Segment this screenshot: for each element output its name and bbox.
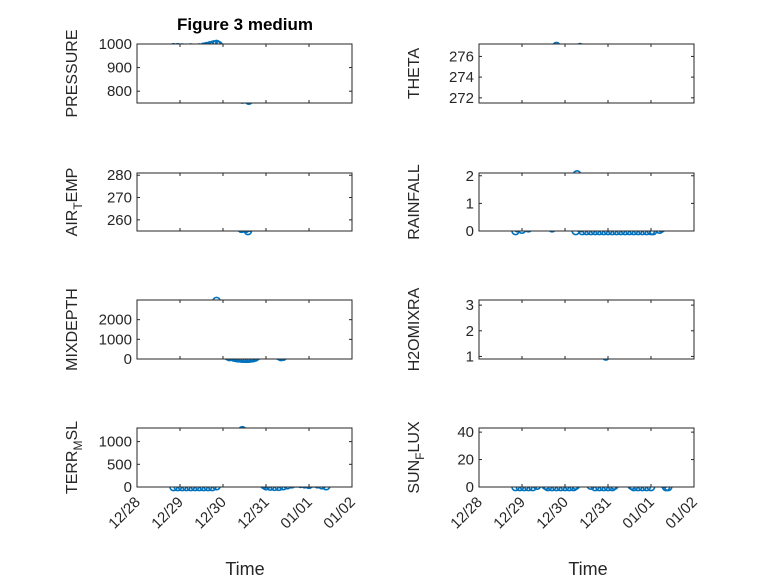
y-tick-label: 276 bbox=[449, 48, 474, 65]
axes-box-sun-flux bbox=[478, 427, 695, 488]
y-tick-label: 1000 bbox=[99, 331, 132, 348]
x-tick-label: 01/02 bbox=[320, 494, 359, 533]
y-tick-label: 900 bbox=[107, 60, 132, 77]
axes-box-h2omixra bbox=[478, 299, 695, 360]
y-axis-label-rainfall: RAINFALL bbox=[406, 164, 423, 240]
panel-h2omixra: 1 2 3 H2OMIXRA bbox=[406, 287, 695, 371]
y-axis-label-theta: THETA bbox=[406, 48, 423, 100]
y-axis-label-terr-msl: TERRMSL bbox=[64, 421, 85, 494]
axes-box-theta bbox=[478, 43, 695, 104]
panel-terr-msl: 0 500 1000 TERRMSL 12/28 12/29 12/30 12/31 01/01… bbox=[64, 421, 359, 533]
x-tick-label: 12/28 bbox=[447, 494, 486, 533]
y-tick-label: 0 bbox=[466, 223, 474, 240]
y-tick-label: 40 bbox=[457, 424, 474, 441]
x-tick-label: 01/01 bbox=[619, 494, 658, 533]
x-tick-label: 12/31 bbox=[234, 494, 273, 533]
y-tick-label: 1000 bbox=[99, 36, 132, 53]
x-tick-label: 01/02 bbox=[662, 494, 701, 533]
y-tick-label: 0 bbox=[124, 479, 132, 496]
x-tick-label: 12/29 bbox=[148, 494, 187, 533]
y-tick-label: 20 bbox=[457, 452, 474, 469]
axes-box-terr-msl bbox=[136, 427, 353, 488]
panel-sun-flux: 0 20 40 SUNFLUX 12/28 12/29 12/30 12/31 01/01 01/… bbox=[406, 421, 701, 532]
axes-box-mixdepth bbox=[136, 299, 353, 360]
panel-pressure: 800 900 1000 PRESSURE bbox=[64, 29, 353, 118]
y-tick-label: 500 bbox=[107, 456, 132, 473]
y-tick-label: 2 bbox=[466, 323, 474, 340]
y-axis-label-h2omixra: H2OMIXRA bbox=[406, 287, 423, 371]
x-tick-label: 12/29 bbox=[490, 494, 529, 533]
y-tick-label: 800 bbox=[107, 83, 132, 100]
x-tick-label: 12/28 bbox=[105, 494, 144, 533]
y-tick-label: 274 bbox=[449, 69, 474, 86]
panel-theta: 272 274 276 THETA bbox=[406, 41, 695, 107]
axes-box-air-temp bbox=[136, 172, 353, 232]
panel-air-temp: 260 270 280 AIRTEMP bbox=[64, 167, 353, 237]
y-tick-label: 0 bbox=[124, 351, 132, 368]
y-tick-label: 1000 bbox=[99, 434, 132, 451]
y-tick-label: 260 bbox=[107, 212, 132, 229]
x-axis-label-left: Time bbox=[225, 559, 264, 579]
y-tick-label: 270 bbox=[107, 190, 132, 207]
axes-box-rainfall bbox=[478, 172, 695, 232]
panel-mixdepth: 0 1000 2000 MIXDEPTH bbox=[64, 288, 353, 371]
y-axis-label-air-temp: AIRTEMP bbox=[64, 168, 85, 237]
y-axis-label-sun-flux: SUNFLUX bbox=[406, 421, 427, 494]
y-tick-label: 1 bbox=[466, 195, 474, 212]
panel-rainfall: 0 1 2 RAINFALL bbox=[406, 164, 695, 240]
axes-box-pressure bbox=[136, 43, 353, 104]
x-tick-label: 12/30 bbox=[191, 494, 230, 533]
x-tick-label: 01/01 bbox=[277, 494, 316, 533]
y-tick-label: 1 bbox=[466, 348, 474, 365]
figure-title: Figure 3 medium bbox=[177, 15, 313, 34]
y-tick-label: 3 bbox=[466, 297, 474, 314]
x-tick-label: 12/31 bbox=[576, 494, 615, 533]
y-tick-label: 2000 bbox=[99, 312, 132, 329]
y-tick-label: 2 bbox=[466, 168, 474, 185]
y-axis-label-pressure: PRESSURE bbox=[64, 29, 81, 117]
x-tick-label: 12/30 bbox=[533, 494, 572, 533]
y-axis-label-mixdepth: MIXDEPTH bbox=[64, 288, 81, 371]
x-axis-label-right: Time bbox=[568, 559, 607, 579]
y-tick-label: 280 bbox=[107, 167, 132, 184]
y-tick-label: 0 bbox=[466, 479, 474, 496]
y-tick-label: 272 bbox=[449, 90, 474, 107]
